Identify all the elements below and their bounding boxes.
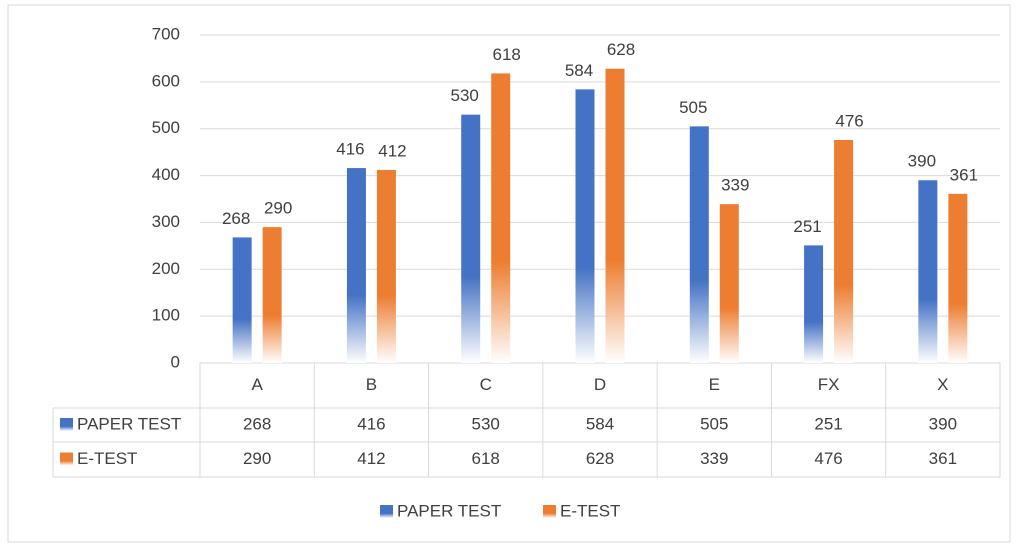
bar xyxy=(376,169,396,363)
data-label: 505 xyxy=(679,98,707,117)
data-label: 390 xyxy=(908,152,936,171)
x-tick-label: B xyxy=(366,375,377,394)
x-tick-label: E xyxy=(709,375,720,394)
bar xyxy=(461,114,481,364)
legend-key xyxy=(380,505,393,518)
data-label: 290 xyxy=(264,199,292,218)
table-cell: 618 xyxy=(472,449,500,468)
x-tick-label: C xyxy=(480,375,492,394)
table-cell: 390 xyxy=(929,414,957,433)
legend-label: E-TEST xyxy=(560,501,620,520)
bar xyxy=(262,227,282,363)
data-label: 412 xyxy=(378,141,406,160)
table-row-header: E-TEST xyxy=(77,449,137,468)
bar xyxy=(575,89,595,364)
table-cell: 412 xyxy=(357,449,385,468)
y-tick-label: 400 xyxy=(152,165,180,184)
table-cell: 290 xyxy=(243,449,271,468)
bar xyxy=(346,168,366,363)
y-tick-label: 700 xyxy=(152,24,180,43)
table-legend-key xyxy=(60,418,73,431)
data-label: 628 xyxy=(607,40,635,59)
data-label: 361 xyxy=(950,165,978,184)
data-label: 339 xyxy=(721,176,749,195)
y-tick-label: 500 xyxy=(152,118,180,137)
table-cell: 268 xyxy=(243,414,271,433)
data-label: 618 xyxy=(493,45,521,64)
data-label: 416 xyxy=(336,140,364,159)
x-tick-label: D xyxy=(594,375,606,394)
data-label: 251 xyxy=(793,217,821,236)
x-tick-label: FX xyxy=(818,375,840,394)
table-cell: 361 xyxy=(929,449,957,468)
bar xyxy=(689,126,709,363)
legend-key xyxy=(543,505,556,518)
table-cell: 530 xyxy=(472,414,500,433)
table-cell: 251 xyxy=(814,414,842,433)
table-cell: 339 xyxy=(700,449,728,468)
data-label: 268 xyxy=(222,209,250,228)
bar xyxy=(719,204,739,363)
bar xyxy=(948,193,968,363)
table-cell: 416 xyxy=(357,414,385,433)
table-legend-key xyxy=(60,452,73,466)
bar xyxy=(232,237,252,363)
legend-label: PAPER TEST xyxy=(397,501,501,520)
table-cell: 476 xyxy=(814,449,842,468)
bar xyxy=(918,180,938,363)
bar xyxy=(804,245,824,363)
table-cell: 628 xyxy=(586,449,614,468)
y-tick-label: 300 xyxy=(152,212,180,231)
y-tick-label: 200 xyxy=(152,259,180,278)
data-label: 476 xyxy=(835,111,863,130)
bar xyxy=(491,73,511,364)
x-tick-label: X xyxy=(937,375,948,394)
x-tick-label: A xyxy=(251,375,263,394)
table-row-header: PAPER TEST xyxy=(77,414,181,433)
table-cell: 584 xyxy=(586,414,614,433)
table-cell: 505 xyxy=(700,414,728,433)
data-label: 530 xyxy=(451,86,479,105)
bar xyxy=(605,68,625,363)
y-tick-label: 600 xyxy=(152,71,180,90)
y-tick-label: 0 xyxy=(171,352,180,371)
bar xyxy=(834,139,854,363)
data-label: 584 xyxy=(565,61,593,80)
y-tick-label: 100 xyxy=(152,306,180,325)
